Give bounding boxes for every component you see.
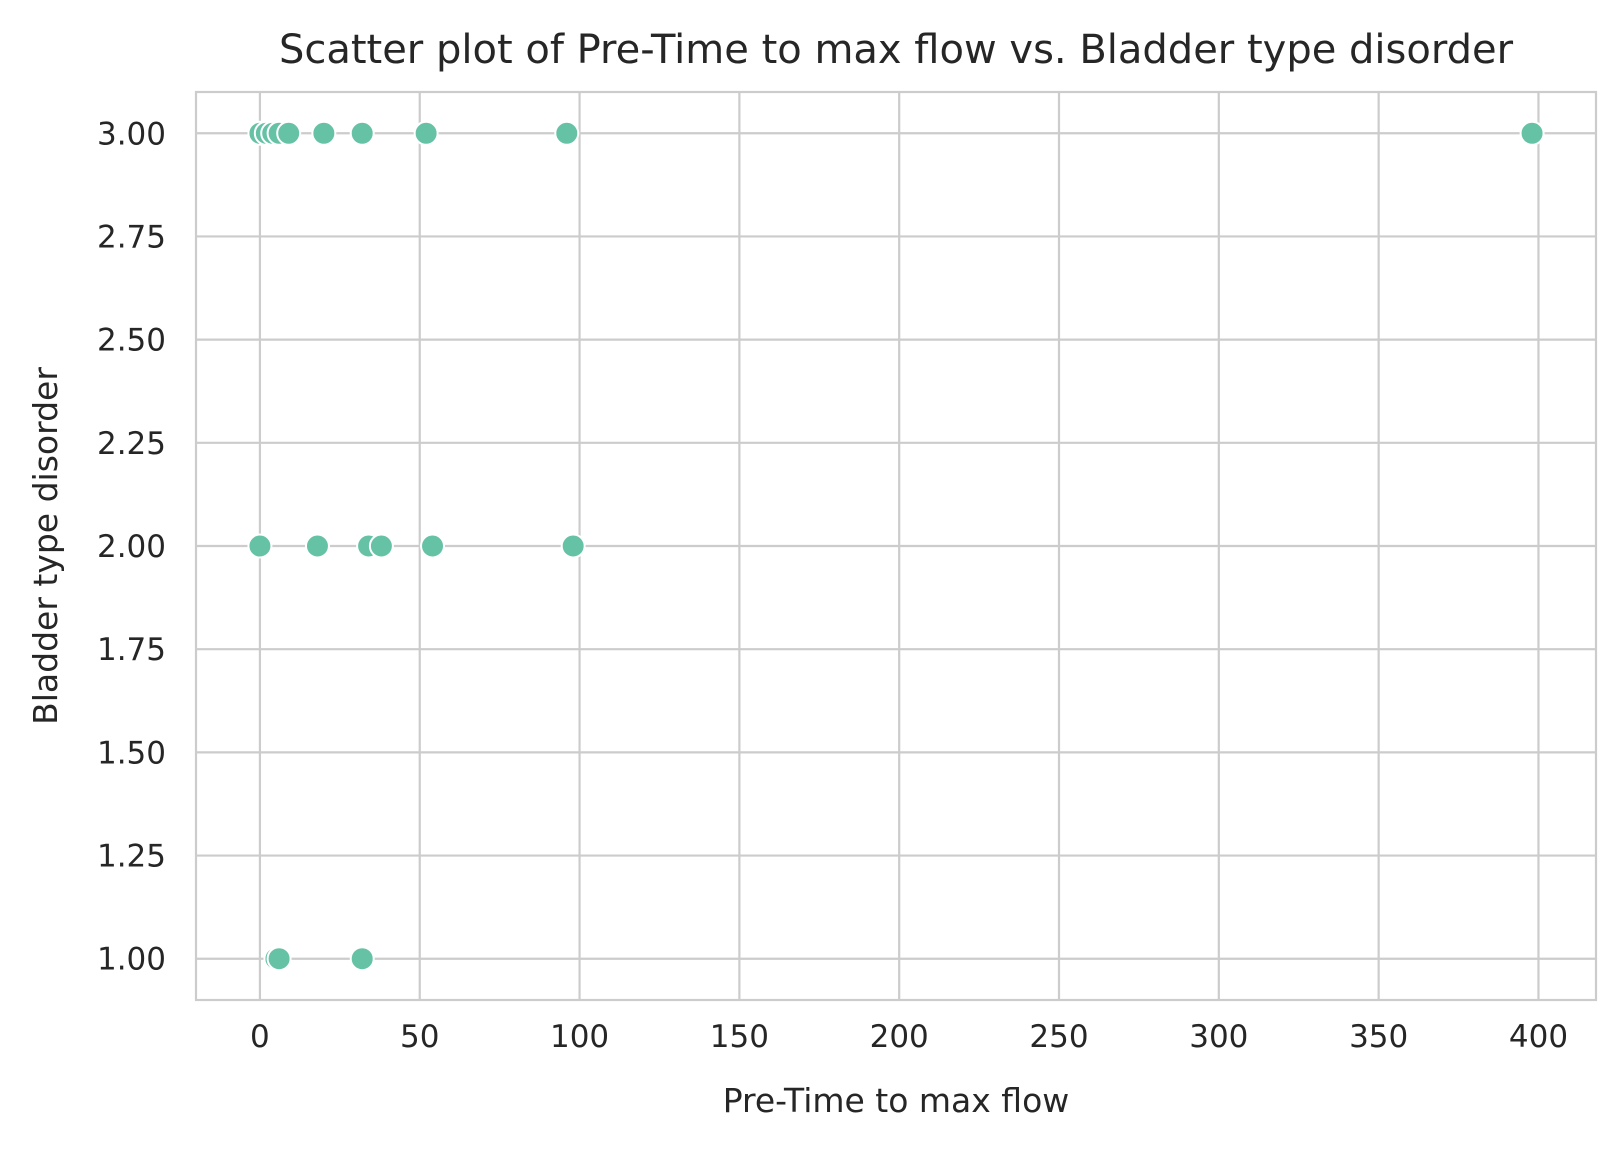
x-tick-label: 50 bbox=[400, 1019, 439, 1055]
data-points bbox=[247, 120, 1545, 972]
y-tick-label: 2.25 bbox=[97, 426, 166, 462]
scatter-point bbox=[1519, 120, 1545, 146]
y-tick-label: 2.00 bbox=[97, 529, 166, 565]
scatter-point bbox=[554, 120, 580, 146]
x-tick-label: 400 bbox=[1509, 1019, 1568, 1055]
y-tick-label: 3.00 bbox=[97, 116, 166, 152]
y-tick-labels: 1.00 1.25 1.50 1.75 2.00 2.25 2.50 2.75 3.00 bbox=[97, 116, 166, 977]
scatter-point bbox=[247, 533, 273, 559]
scatter-point bbox=[276, 120, 302, 146]
y-axis-label: Bladder type disorder bbox=[26, 367, 65, 725]
x-tick-label: 300 bbox=[1189, 1019, 1248, 1055]
scatter-point bbox=[420, 533, 446, 559]
x-tick-label: 350 bbox=[1349, 1019, 1408, 1055]
scatter-point bbox=[368, 533, 394, 559]
grid-lines bbox=[196, 92, 1596, 1000]
x-axis-label: Pre-Time to max flow bbox=[723, 1081, 1070, 1120]
x-tick-label: 150 bbox=[710, 1019, 769, 1055]
x-tick-label: 250 bbox=[1029, 1019, 1088, 1055]
chart-title: Scatter plot of Pre-Time to max flow vs.… bbox=[279, 27, 1514, 73]
y-tick-label: 2.75 bbox=[97, 219, 166, 255]
y-tick-label: 1.75 bbox=[97, 632, 166, 668]
y-tick-label: 1.25 bbox=[97, 839, 166, 875]
x-tick-label: 0 bbox=[250, 1019, 270, 1055]
y-tick-label: 1.00 bbox=[97, 942, 166, 978]
y-tick-label: 2.50 bbox=[97, 323, 166, 359]
x-tick-label: 100 bbox=[550, 1019, 609, 1055]
scatter-point bbox=[560, 533, 586, 559]
scatter-point bbox=[311, 120, 337, 146]
scatter-point bbox=[413, 120, 439, 146]
scatter-point bbox=[349, 946, 375, 972]
scatter-point bbox=[304, 533, 330, 559]
scatter-point bbox=[349, 120, 375, 146]
y-tick-label: 1.50 bbox=[97, 735, 166, 771]
x-tick-label: 200 bbox=[870, 1019, 929, 1055]
x-tick-labels: 0 50 100 150 200 250 300 350 400 bbox=[250, 1019, 1568, 1055]
scatter-point bbox=[266, 946, 292, 972]
plot-frame bbox=[194, 90, 1598, 1002]
